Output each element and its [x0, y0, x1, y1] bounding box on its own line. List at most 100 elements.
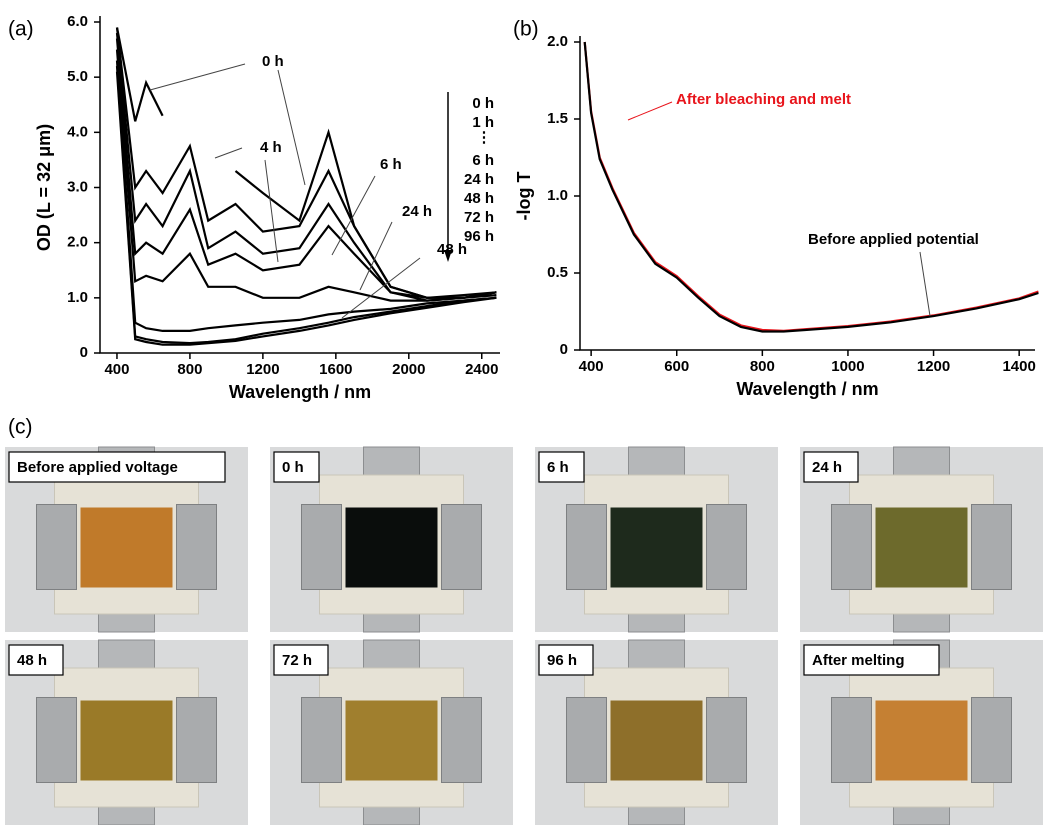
- x-tick-label: 2400: [465, 361, 498, 378]
- plate-left: [566, 504, 607, 590]
- x-axis-title: Wavelength / nm: [229, 382, 371, 402]
- series-line: [583, 41, 1039, 332]
- photo: 48 h: [5, 639, 248, 825]
- x-tick-label: 800: [177, 361, 202, 378]
- photo: Before applied voltage: [5, 446, 248, 633]
- series-line: [583, 41, 1039, 333]
- sample: [875, 507, 968, 588]
- x-axis-title: Wavelength / nm: [736, 379, 878, 399]
- photo-label: 24 h: [812, 459, 842, 476]
- y-axis-title: -log T: [514, 172, 534, 221]
- photo: 24 h: [800, 446, 1043, 633]
- x-tick-label: 800: [750, 358, 775, 375]
- photo-label: 72 h: [282, 652, 312, 669]
- plate-left: [566, 697, 607, 783]
- photo-label: 48 h: [17, 652, 47, 669]
- callout-line: [149, 63, 246, 91]
- plate-left: [36, 504, 77, 590]
- legend-label: 6 h: [472, 152, 494, 169]
- plate-right: [176, 697, 217, 783]
- plate-right: [441, 504, 482, 590]
- photo-label: 0 h: [282, 459, 304, 476]
- photo-label: 6 h: [547, 459, 569, 476]
- callout-line: [359, 221, 393, 291]
- y-tick-label: 0.5: [547, 264, 568, 281]
- y-axis-title: OD (L = 32 μm): [34, 124, 54, 251]
- photo-label-box: [538, 644, 594, 676]
- photo: 0 h: [270, 446, 513, 633]
- y-tick-label: 1.0: [547, 187, 568, 204]
- series-line: [115, 71, 497, 346]
- y-tick-label: 1.5: [547, 110, 568, 127]
- callout-line: [627, 101, 673, 121]
- plate-left: [36, 697, 77, 783]
- photo-label-box: [8, 451, 226, 483]
- photo: 96 h: [535, 639, 778, 825]
- plate-left: [831, 504, 872, 590]
- axes: [579, 36, 1035, 351]
- series-line: [115, 27, 497, 299]
- photo-label-box: [273, 644, 329, 676]
- callout-label: 24 h: [402, 203, 432, 220]
- legend-label: 24 h: [464, 171, 494, 188]
- y-tick-label: 2.0: [67, 234, 88, 251]
- callout-label: 48 h: [437, 241, 467, 258]
- series-line: [115, 32, 497, 299]
- sample: [345, 507, 438, 588]
- legend-label: 1 h: [472, 114, 494, 131]
- photo: 6 h: [535, 446, 778, 633]
- y-tick-label: 3.0: [67, 178, 88, 195]
- panel-label: (c): [8, 416, 33, 439]
- x-tick-label: 1000: [831, 358, 864, 375]
- callout-label: 0 h: [262, 53, 284, 70]
- plate-left: [301, 697, 342, 783]
- photo-label-box: [538, 451, 585, 483]
- x-tick-label: 400: [579, 358, 604, 375]
- y-tick-label: 0: [80, 344, 88, 361]
- legend-ellipsis: ⋮: [477, 129, 492, 146]
- x-tick-label: 1200: [917, 358, 950, 375]
- plate-right: [971, 504, 1012, 590]
- y-tick-label: 5.0: [67, 68, 88, 85]
- photo: After melting: [800, 639, 1043, 825]
- callout-label: 4 h: [260, 139, 282, 156]
- sample: [80, 700, 173, 781]
- legend-label: 48 h: [464, 190, 494, 207]
- photo-label-box: [803, 451, 859, 483]
- y-tick-label: 2.0: [547, 33, 568, 50]
- x-tick-label: 400: [104, 361, 129, 378]
- legend-label: 0 h: [472, 95, 494, 112]
- sample: [80, 507, 173, 588]
- series-line: [115, 66, 497, 345]
- series-line: [115, 60, 497, 332]
- photo-label-box: [803, 644, 940, 676]
- sample: [610, 507, 703, 588]
- photo-label-box: [273, 451, 320, 483]
- series-line: [115, 38, 497, 302]
- callout-line: [331, 175, 376, 256]
- plate-right: [706, 697, 747, 783]
- panel-label: (b): [513, 18, 539, 41]
- plate-right: [441, 697, 482, 783]
- plate-right: [971, 697, 1012, 783]
- photo-label: Before applied voltage: [17, 459, 178, 476]
- callout-line: [277, 69, 306, 186]
- sample: [610, 700, 703, 781]
- panel-label: (a): [8, 18, 34, 41]
- photo-label-box: [8, 644, 64, 676]
- callout-label: 6 h: [380, 156, 402, 173]
- callout-label: Before applied potential: [808, 231, 979, 248]
- plate-left: [301, 504, 342, 590]
- callout-line: [264, 159, 279, 263]
- x-tick-label: 2000: [392, 361, 425, 378]
- x-tick-label: 1600: [319, 361, 352, 378]
- plate-right: [706, 504, 747, 590]
- y-tick-label: 0: [560, 341, 568, 358]
- legend-label: 96 h: [464, 228, 494, 245]
- photo: 72 h: [270, 639, 513, 825]
- photo-label: After melting: [812, 652, 905, 669]
- y-tick-label: 4.0: [67, 123, 88, 140]
- x-tick-label: 600: [664, 358, 689, 375]
- callout-line: [214, 147, 243, 159]
- photo-label: 96 h: [547, 652, 577, 669]
